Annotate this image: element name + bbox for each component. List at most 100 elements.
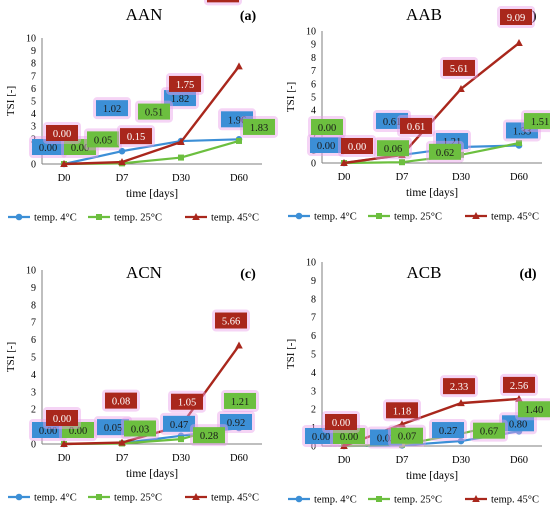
data-label-box-45c	[325, 414, 357, 430]
x-tick-label: D0	[338, 455, 351, 466]
y-tick-label: 8	[31, 300, 36, 311]
data-point-4c	[457, 437, 465, 445]
y-tick-label: 2	[311, 405, 316, 416]
data-label-box-25c	[243, 118, 275, 135]
x-tick-label: D60	[230, 453, 248, 464]
legend-marker-45c	[192, 213, 200, 220]
x-tick-label: D0	[58, 453, 71, 464]
data-label-box-45c	[341, 138, 373, 154]
data-label-45c: 5.61	[450, 64, 468, 75]
x-tick-label: D0	[338, 172, 351, 183]
legend-marker-25c	[376, 496, 382, 502]
x-tick-label: D60	[230, 173, 248, 184]
data-label-box-4c	[220, 413, 252, 430]
series-line-4c	[63, 138, 240, 166]
data-label-box-4c	[432, 422, 464, 439]
y-tick-label: 6	[31, 84, 36, 95]
data-label-25c: 0.28	[200, 431, 218, 442]
y-tick-label: 10	[26, 266, 36, 277]
x-tick-label: D0	[58, 173, 71, 184]
legend-marker-4c	[15, 213, 23, 221]
data-label-box-25c	[391, 427, 423, 444]
x-tick-label: D7	[396, 172, 409, 183]
data-label-box-45c	[400, 117, 432, 134]
data-label-box-45c	[386, 402, 418, 419]
data-label-box-25c	[311, 119, 343, 135]
data-point-25c	[236, 137, 242, 144]
y-tick-label: 8	[311, 53, 316, 64]
x-tick-label: D7	[116, 173, 129, 184]
data-label-box-25c	[87, 131, 119, 148]
data-label-25c: 0.51	[145, 108, 163, 119]
data-label-4c: 1.33	[513, 126, 531, 137]
data-point-45c	[515, 39, 523, 47]
x-axis-title: time [days]	[126, 468, 178, 480]
data-label-25c: 0.62	[436, 148, 454, 159]
data-label-4c: 0.00	[312, 432, 330, 443]
data-label-box-25c	[377, 140, 409, 157]
data-label-25c: 0.67	[480, 427, 498, 438]
data-label-25c: 0.07	[398, 432, 416, 443]
x-tick-label: D60	[510, 455, 528, 466]
y-tick-label: 4	[311, 106, 316, 117]
data-label-45c: 7.75	[214, 0, 232, 1]
y-tick-label: 10	[26, 34, 36, 45]
data-point-4c	[118, 147, 126, 155]
x-tick-label: D7	[116, 453, 129, 464]
y-tick-label: 7	[31, 71, 36, 82]
x-tick-label: D30	[172, 173, 190, 184]
data-label-box-25c	[333, 428, 365, 444]
data-point-45c	[60, 160, 68, 167]
data-label-box-45c	[503, 376, 535, 393]
data-label-box-25c	[524, 113, 550, 130]
chart-title: ACB	[407, 263, 442, 282]
panel-aab: AAB(b)012345678910TSI [-]D0D7D30D60time …	[285, 5, 550, 223]
data-label-45c: 0.15	[127, 132, 145, 143]
panel-label: (c)	[240, 267, 256, 282]
y-tick-label: 9	[311, 40, 316, 51]
data-label-4c: 0.80	[509, 419, 527, 430]
y-tick-label: 4	[31, 109, 36, 120]
y-tick-label: 0	[31, 440, 36, 451]
legend-marker-45c	[472, 495, 480, 502]
panel-label: (a)	[240, 9, 257, 24]
data-point-45c	[118, 438, 126, 446]
panel-acb: ACB(d)012345678910TSI [-]D0D7D30D60time …	[285, 258, 550, 506]
data-label-25c: 1.21	[231, 397, 249, 408]
y-tick-label: 0	[311, 442, 316, 453]
legend-label-25c: temp. 25°C	[114, 493, 162, 504]
data-point-45c	[118, 158, 126, 166]
data-label-box-25c	[473, 422, 505, 439]
data-point-45c	[398, 420, 406, 428]
y-tick-label: 10	[306, 258, 316, 269]
y-tick-label: 6	[31, 335, 36, 346]
data-point-25c	[516, 140, 522, 147]
legend-marker-25c	[96, 214, 102, 220]
legend-marker-4c	[295, 212, 303, 220]
data-label-box-45c	[207, 0, 239, 3]
y-tick-label: 5	[31, 97, 36, 108]
data-label-25c: 0.03	[131, 424, 149, 435]
data-label-box-25c	[224, 392, 256, 409]
data-label-4c: 1.82	[171, 94, 189, 105]
data-label-box-4c	[32, 139, 64, 155]
data-label-box-4c	[97, 419, 129, 436]
y-tick-label: 4	[311, 368, 316, 379]
y-tick-label: 10	[306, 27, 316, 38]
data-label-4c: 0.00	[317, 141, 335, 152]
y-axis-title: TSI [-]	[5, 86, 17, 116]
data-point-45c	[177, 137, 185, 145]
data-label-25c: 0.00	[340, 432, 358, 443]
data-point-45c	[340, 442, 348, 449]
data-label-45c: 0.00	[53, 129, 71, 140]
data-label-4c: 0.27	[439, 426, 457, 437]
data-label-4c: 0.47	[170, 420, 188, 431]
data-label-45c: 0.00	[53, 414, 71, 425]
data-label-25c: 0.00	[71, 143, 89, 154]
data-label-45c: 5.66	[222, 317, 240, 328]
data-label-box-25c	[138, 103, 170, 120]
data-label-45c: 0.61	[407, 122, 425, 133]
y-tick-label: 0	[311, 159, 316, 170]
data-label-4c: 1.96	[228, 115, 246, 126]
data-point-45c	[60, 440, 68, 447]
